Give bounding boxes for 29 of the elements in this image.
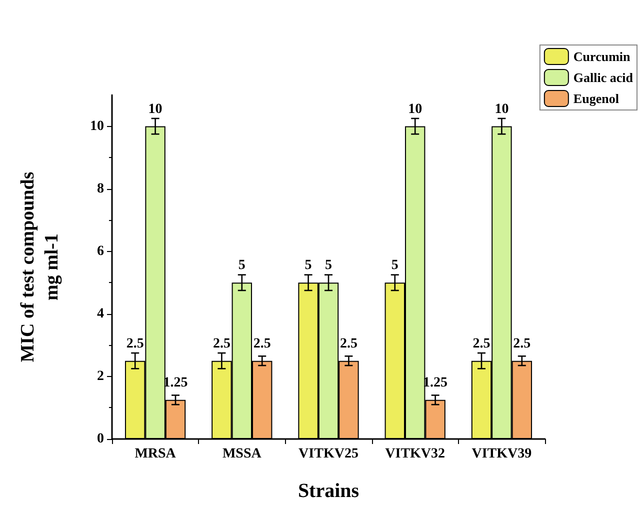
data-label: 2.5 <box>126 336 144 352</box>
data-label: 5 <box>304 258 312 274</box>
data-label: 2.5 <box>472 336 490 352</box>
data-label: 2.5 <box>513 336 531 352</box>
x-tick-label: VITKV32 <box>385 446 446 462</box>
data-label: 5 <box>325 258 332 274</box>
x-tick-label: VITKV25 <box>298 446 358 462</box>
data-label: 5 <box>391 258 398 274</box>
data-label: 5 <box>238 258 246 274</box>
x-tick-label: MRSA <box>134 446 177 462</box>
y-tick-label: 10 <box>90 118 104 134</box>
data-label: 2.5 <box>212 336 230 352</box>
y-tick-label: 2 <box>97 368 104 384</box>
legend-label: Eugenol <box>573 91 620 106</box>
x-tick-label: MSSA <box>222 446 262 462</box>
y-axis-title: MIC of test compounds mg ml-1 <box>18 172 62 362</box>
x-tick-label: VITKV39 <box>472 446 532 462</box>
legend-label: Gallic acid <box>573 70 634 85</box>
y-tick-label: 0 <box>97 432 104 446</box>
y-tick-label: 6 <box>97 244 104 259</box>
data-label: 10 <box>148 102 162 117</box>
y-tick-label: 4 <box>97 306 104 322</box>
data-label: 2.5 <box>340 336 358 352</box>
data-label: 10 <box>494 102 509 117</box>
data-label: 10 <box>408 102 422 117</box>
x-axis-title: Strains <box>298 480 360 502</box>
y-tick-label: 8 <box>97 181 104 196</box>
legend-label: Curcumin <box>573 49 632 64</box>
data-label: 2.5 <box>253 336 271 352</box>
